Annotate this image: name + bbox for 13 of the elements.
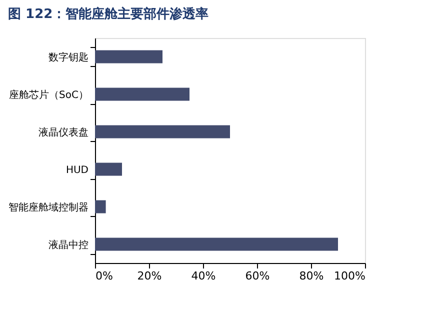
x-tick-label: 60%: [245, 270, 270, 282]
y-tick-label: 数字钥匙: [48, 51, 88, 64]
y-tick-label: HUD: [66, 164, 89, 176]
y-tick-label: 液晶仪表盘: [38, 126, 88, 138]
y-tick-label: 智能座舱域控制器: [8, 201, 88, 214]
x-tick-label: 80%: [299, 270, 324, 282]
x-tick-label: 100%: [334, 270, 366, 282]
x-tick-label: 0%: [96, 270, 113, 282]
x-tick-label: 40%: [191, 270, 216, 282]
chart-title: 图 122：智能座舱主要部件渗透率: [8, 6, 209, 22]
x-tick-label: 20%: [137, 270, 162, 282]
y-tick-label: 座舱芯片（SoC）: [9, 88, 88, 101]
y-tick-label: 液晶中控: [48, 238, 88, 251]
